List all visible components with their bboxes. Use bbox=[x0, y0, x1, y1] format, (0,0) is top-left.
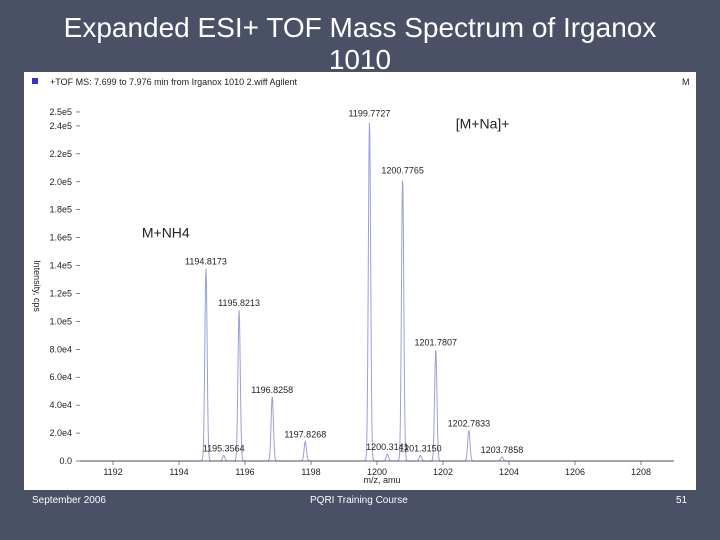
y-tick-label: 6.0e4 bbox=[49, 372, 72, 382]
x-tick-label: 1202 bbox=[433, 467, 453, 477]
mass-spectrum-chart: +TOF MS: 7.699 to 7.976 min from Irganox… bbox=[32, 77, 690, 485]
peak-label: 1195.8213 bbox=[218, 298, 260, 308]
y-tick-label: 2.0e5 bbox=[49, 177, 72, 187]
footer-course: PQRI Training Course bbox=[310, 495, 408, 506]
peak-label: 1203.7858 bbox=[481, 445, 524, 455]
x-tick-label: 1192 bbox=[103, 467, 122, 477]
x-axis-ticks: 1192 1194 1196 1198 1200 1202 1204 1206 1208 bbox=[103, 461, 651, 477]
y-tick-label: 4.0e4 bbox=[49, 400, 72, 410]
corner-label: M bbox=[682, 77, 690, 87]
x-tick-label: 1194 bbox=[169, 467, 188, 477]
slide-title: Expanded ESI+ TOF Mass Spectrum of Irgan… bbox=[63, 12, 657, 75]
y-tick-label: 2.0e4 bbox=[49, 428, 72, 438]
peak-label: 1202.7833 bbox=[448, 418, 491, 428]
series-marker-icon bbox=[32, 78, 38, 84]
y-tick-label: 2.5e5 bbox=[49, 107, 72, 117]
x-tick-label: 1196 bbox=[235, 467, 254, 477]
spectrum-header: +TOF MS: 7.699 to 7.976 min from Irganox… bbox=[50, 77, 298, 87]
peak-label: 1199.7727 bbox=[349, 108, 391, 118]
x-tick-label: 1200 bbox=[367, 467, 387, 477]
footer-date: September 2006 bbox=[32, 495, 106, 506]
peak-label: 1201.7807 bbox=[414, 337, 457, 347]
peak-label: 1200.3141 bbox=[366, 442, 409, 452]
peak-label: 1194.8173 bbox=[185, 256, 227, 266]
y-tick-label: 1.2e5 bbox=[49, 288, 72, 298]
x-tick-label: 1206 bbox=[565, 467, 585, 477]
footer-page-number: 51 bbox=[676, 495, 688, 506]
peak-label: 1195.3564 bbox=[203, 443, 245, 453]
x-tick-label: 1198 bbox=[301, 467, 320, 477]
spectrum-trace bbox=[80, 122, 674, 462]
x-tick-label: 1208 bbox=[631, 467, 651, 477]
y-tick-label: 2.2e5 bbox=[49, 149, 72, 159]
y-tick-label: 1.8e5 bbox=[49, 205, 72, 215]
annotation-label: [M+Na]+ bbox=[456, 116, 510, 132]
y-tick-label: 2.4e5 bbox=[49, 121, 72, 131]
y-tick-label: 0.0 bbox=[59, 456, 72, 466]
y-tick-label: 1.6e5 bbox=[49, 233, 72, 243]
x-tick-label: 1204 bbox=[499, 467, 519, 477]
y-tick-label: 1.4e5 bbox=[49, 261, 72, 271]
peak-label: 1196.8258 bbox=[251, 385, 293, 395]
peak-label: 1201.3150 bbox=[399, 443, 442, 453]
y-tick-label: 1.0e5 bbox=[49, 316, 72, 326]
peak-labels: 1194.8173 1195.8213 1195.3564 1196.8258 1197… bbox=[185, 108, 523, 454]
x-axis-label: m/z, amu bbox=[363, 475, 400, 485]
annotation-label: M+NH4 bbox=[142, 225, 190, 241]
y-axis-label: Intensity, cps bbox=[32, 260, 42, 312]
peak-label: 1197.8268 bbox=[284, 429, 326, 439]
y-tick-label: 8.0e4 bbox=[49, 344, 72, 354]
spectrum-panel: +TOF MS: 7.699 to 7.976 min from Irganox… bbox=[24, 72, 696, 490]
peak-label: 1200.7765 bbox=[381, 166, 424, 176]
y-axis-ticks: 0.0 2.0e4 4.0e4 6.0e4 8.0e4 1.0e5 1.2e5 1.4e5 1.… bbox=[49, 107, 80, 466]
annotations: [M+Na]+ M+NH4 bbox=[142, 116, 510, 241]
